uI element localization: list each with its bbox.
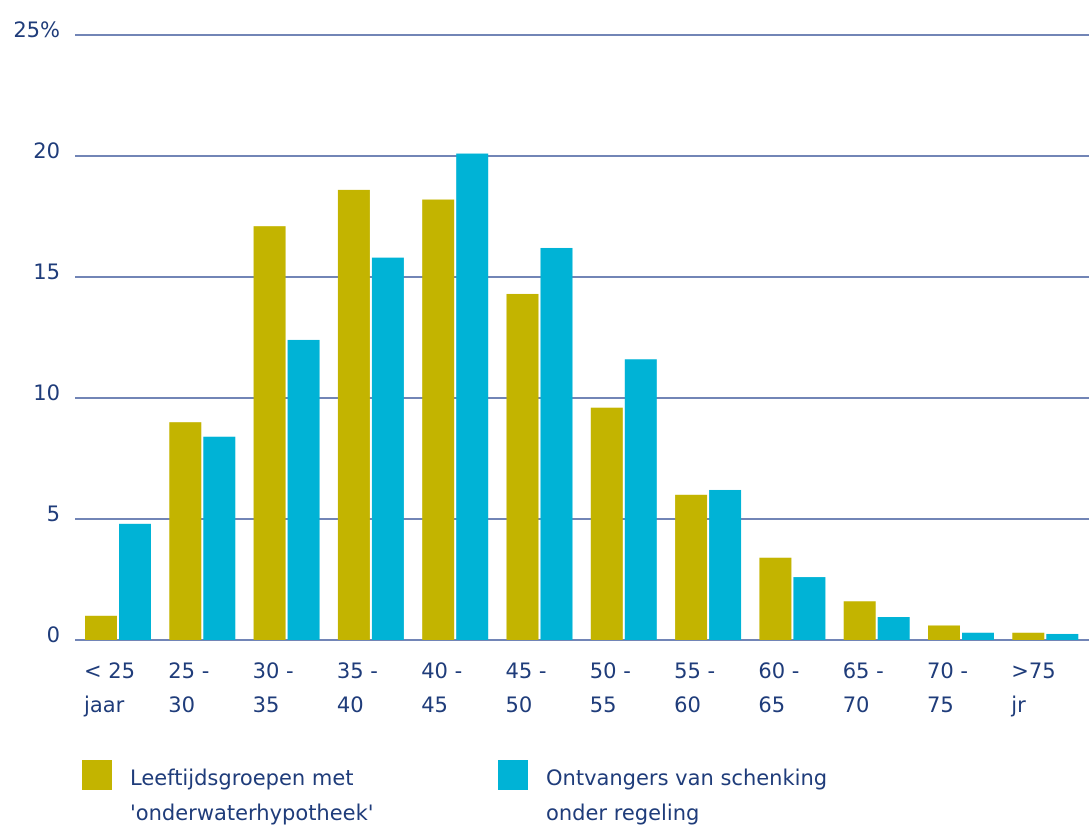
x-tick-label-line: 75: [927, 693, 954, 717]
x-tick-label-line: jr: [1010, 693, 1026, 717]
x-tick-label-line: 55: [590, 693, 617, 717]
y-tick-label: 25%: [13, 18, 60, 42]
legend-swatch: [82, 760, 112, 790]
legend-label: Leeftijdsgroepen met 'onderwaterhypotheek…: [130, 766, 374, 825]
legend-label: Ontvangers van schenking onder regeling: [546, 766, 827, 825]
legend-label-line: Leeftijdsgroepen met: [130, 766, 353, 790]
y-tick-label: 5: [47, 502, 60, 526]
legend-label-line: 'onderwaterhypotheek': [130, 801, 374, 825]
x-tick-label: >75 jr: [1010, 659, 1055, 717]
bar: [675, 494, 708, 640]
bar: [422, 199, 455, 640]
x-tick-label: 55 - 60: [674, 659, 715, 717]
x-tick-label-line: 65: [758, 693, 785, 717]
x-tick-label: 25 - 30: [168, 659, 209, 717]
bar: [337, 189, 370, 640]
bar: [119, 523, 151, 640]
legend-label-line: onder regeling: [546, 801, 699, 825]
x-tick-label: 60 - 65: [758, 659, 799, 717]
bar: [962, 632, 994, 640]
bar: [540, 247, 573, 640]
x-tick-label-line: 25 -: [168, 659, 209, 683]
x-tick-label-line: >75: [1011, 659, 1055, 683]
bar: [1012, 632, 1045, 640]
x-tick-label: 30 - 35: [253, 659, 294, 717]
bar: [506, 293, 539, 640]
bar: [456, 153, 489, 640]
bar: [169, 422, 202, 640]
x-tick-label-line: 40 -: [421, 659, 462, 683]
bar: [709, 489, 742, 640]
x-tick-label-line: 65 -: [843, 659, 884, 683]
bar: [843, 601, 876, 640]
x-tick-label-line: 35: [253, 693, 280, 717]
x-tick-label: 45 - 50: [506, 659, 547, 717]
legend-swatch: [498, 760, 528, 790]
bar: [253, 226, 286, 640]
x-tick-label-line: 35 -: [337, 659, 378, 683]
x-tick-label-line: 70 -: [927, 659, 968, 683]
y-tick-label: 20: [33, 139, 60, 163]
bar: [793, 577, 826, 640]
legend-label-line: Ontvangers van schenking: [546, 766, 827, 790]
x-tick-label-line: 45 -: [506, 659, 547, 683]
bar: [371, 257, 404, 640]
x-tick-label-line: < 25: [84, 659, 135, 683]
x-tick-label: 35 - 40: [337, 659, 378, 717]
x-tick-label-line: 60 -: [758, 659, 799, 683]
bar: [85, 615, 117, 640]
x-tick-label-line: 30: [168, 693, 195, 717]
x-tick-label: 65 - 70: [843, 659, 884, 717]
x-tick-label: 70 - 75: [927, 659, 968, 717]
y-tick-label: 10: [33, 381, 60, 405]
x-tick-label: 50 - 55: [590, 659, 631, 717]
bar: [590, 407, 623, 640]
x-tick-label: < 25 jaar: [83, 659, 135, 717]
bar: [877, 617, 910, 640]
bar: [1046, 633, 1079, 640]
x-tick-label-line: 45: [421, 693, 448, 717]
bar: [759, 557, 792, 640]
x-tick-label-line: 40: [337, 693, 364, 717]
x-tick-label-line: 30 -: [253, 659, 294, 683]
y-tick-label: 0: [47, 623, 60, 647]
bar: [624, 359, 657, 640]
bar: [287, 339, 320, 640]
y-tick-label: 15: [33, 260, 60, 284]
bar: [203, 436, 236, 640]
x-tick-label-line: 60: [674, 693, 701, 717]
x-tick-label-line: 50: [506, 693, 533, 717]
x-tick-label-line: 50 -: [590, 659, 631, 683]
x-tick-label-line: jaar: [83, 693, 125, 717]
x-tick-label: 40 - 45: [421, 659, 462, 717]
x-tick-label-line: 70: [843, 693, 870, 717]
bar: [928, 625, 960, 640]
x-tick-label-line: 55 -: [674, 659, 715, 683]
